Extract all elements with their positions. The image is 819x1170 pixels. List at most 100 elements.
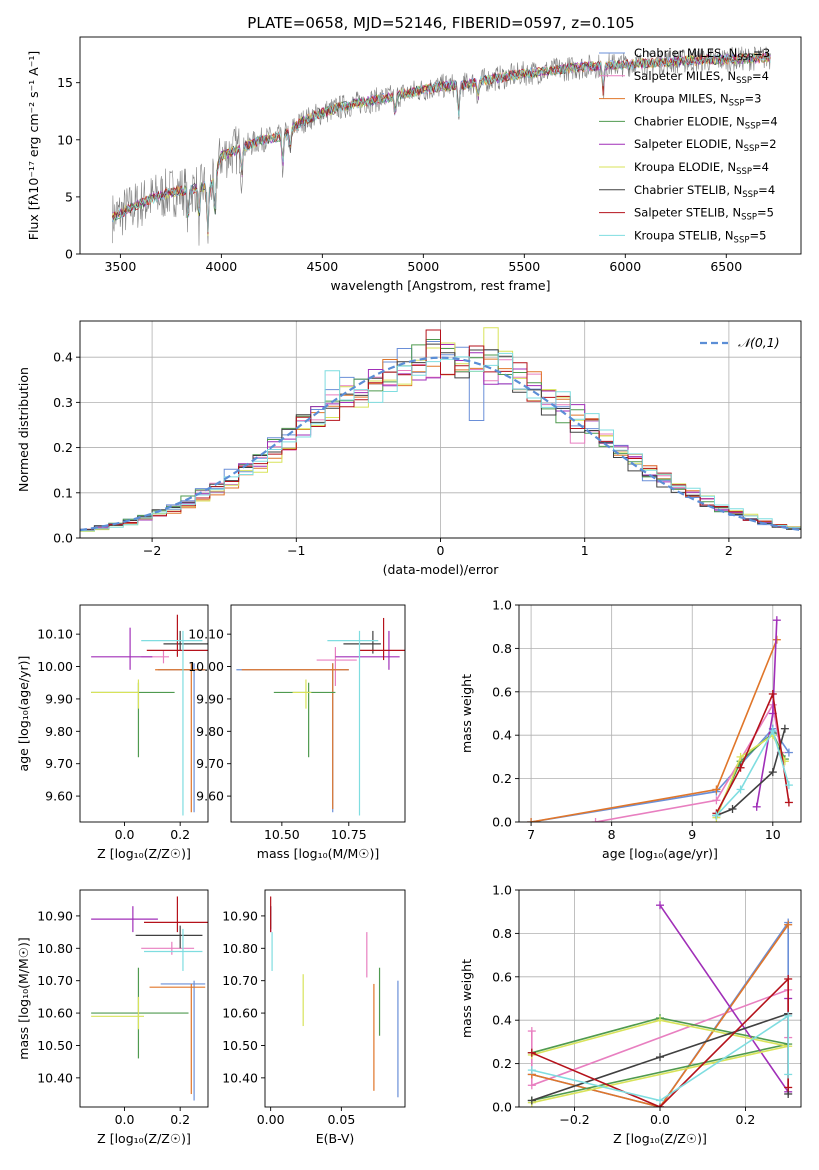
legend-nssp-value: 4 — [768, 183, 775, 197]
y-tick-label: 9.80 — [45, 724, 73, 739]
x-tick-label: 6000 — [609, 259, 641, 274]
legend-nssp-subscript: SSP — [742, 190, 758, 200]
x-tick-label: 10 — [765, 827, 781, 842]
errorbar-point-3 — [273, 682, 336, 758]
plot-area — [527, 616, 793, 822]
x-tick-label: 0.2 — [170, 1112, 190, 1127]
legend-nssp-subscript: SSP — [744, 144, 760, 154]
axes-border — [79, 889, 209, 1108]
legend-nssp-eq: = — [753, 46, 763, 60]
x-tick-label: 4500 — [306, 259, 338, 274]
errorbar-point-0 — [160, 980, 206, 1101]
figure-title: PLATE=0658, MJD=52146, FIBERID=0597, z=0… — [247, 14, 634, 32]
y-tick-label: 0.0 — [492, 815, 512, 830]
axes-border — [79, 604, 209, 823]
legend-nssp-prefix: , N — [725, 206, 741, 220]
mass-weight-line-8 — [531, 1014, 789, 1102]
errorbar-point-8 — [141, 630, 203, 816]
y-tick-label: 10.60 — [37, 1006, 73, 1021]
mass-weight-line-2 — [530, 639, 778, 822]
mass-weight-marker — [712, 811, 721, 820]
axes-frame: 3500 4000 4500 5000 5500 6000 6500 0 5 10 15 wavele… — [26, 36, 802, 293]
legend-entry-1: Salpeter MILES, NSSP=4 — [634, 69, 769, 86]
y-tick-label: 0 — [65, 247, 73, 262]
legend-nssp-prefix: , N — [729, 114, 745, 128]
y-tick-label: 10.50 — [222, 1038, 258, 1053]
axes-border — [230, 604, 406, 823]
legend-nssp-value: 5 — [759, 228, 766, 242]
legend-nssp-subscript: SSP — [736, 76, 752, 86]
mass-weight-line-5 — [531, 1019, 789, 1104]
x-tick-label: 5500 — [508, 259, 540, 274]
legend-nssp-value: 3 — [754, 92, 761, 106]
y-tick-label: 0.4 — [492, 1013, 512, 1028]
mass-weight-line-1 — [595, 702, 782, 822]
errorbar-point-5 — [292, 679, 312, 709]
axes-border — [264, 889, 406, 1108]
y-tick-label: 9.60 — [196, 789, 224, 804]
mass-weight-line-7 — [715, 691, 790, 814]
errorbar-point-4 — [91, 627, 153, 670]
axes-border — [79, 36, 802, 255]
y-tick-label: 0.1 — [53, 485, 73, 500]
y-tick-label: 9.70 — [45, 756, 73, 771]
mass-weight-marker — [784, 974, 793, 983]
legend-model-name: Chabrier MILES — [634, 46, 721, 60]
legend-nssp-prefix: , N — [728, 137, 744, 151]
axes-border — [518, 604, 802, 823]
plot-area — [80, 327, 801, 532]
errorbar-point-6 — [135, 925, 203, 949]
y-tick-label: 1.0 — [492, 598, 512, 613]
y-tick-label: 10.70 — [37, 973, 73, 988]
mass-weight-marker — [784, 920, 793, 929]
y-tick-label: 0.8 — [492, 641, 512, 656]
mass-weight-marker — [784, 1011, 793, 1020]
x-tick-label: 0.00 — [257, 1112, 285, 1127]
panel-mass_weight_vs_Z: −0.2 0.0 0.2 0.0 0.2 0.4 0.6 0.8 1.0 Z [log₁₀(Z/Z… — [459, 883, 802, 1146]
legend-nssp-value: 2 — [769, 137, 776, 151]
legend-model-name: Salpeter MILES — [634, 69, 720, 83]
legend-entry-2: Kroupa MILES, NSSP=3 — [634, 92, 761, 109]
y-tick-label: 10 — [57, 132, 73, 147]
errorbar-point-7 — [146, 614, 208, 657]
errorbar-point-7 — [144, 896, 208, 933]
legend-model-name: Chabrier STELIB — [634, 183, 726, 197]
mass-weight-line-8 — [715, 728, 790, 817]
legend-entry-6: Chabrier STELIB, NSSP=4 — [634, 183, 775, 200]
x-tick-label: 0 — [437, 543, 445, 558]
legend-entry-4: Salpeter ELODIE, NSSP=2 — [634, 137, 777, 154]
y-tick-label: 0.2 — [492, 1056, 512, 1071]
y-tick-label: 1.0 — [492, 883, 512, 898]
x-tick-label: −1 — [287, 543, 305, 558]
legend-nssp-value: 4 — [762, 69, 769, 83]
errorbar-point-8 — [327, 630, 379, 816]
spectrum-model-line-8 — [111, 53, 771, 233]
y-axis-label: Normed distribution — [16, 367, 31, 492]
panel-residuals: −2 −1 0 1 2 0.0 0.1 0.2 0.3 0.4 (data-model)/error… — [16, 320, 802, 577]
histogram-step-8 — [80, 352, 801, 532]
y-tick-label: 9.90 — [45, 691, 73, 706]
y-tick-label: 10.50 — [37, 1038, 73, 1053]
y-tick-label: 10.40 — [37, 1070, 73, 1085]
panel-mass_weight_vs_age: 7 8 9 10 0.0 0.2 0.4 0.6 0.8 1.0 age [log₁₀(age/yr… — [459, 598, 802, 861]
axes-frame: 0.00 0.05 10.40 10.50 10.60 10.70 10.80 10.90 E(… — [222, 889, 406, 1146]
y-tick-label: 0.3 — [53, 395, 73, 410]
mass-weight-line-3 — [531, 1017, 789, 1102]
y-tick-label: 0.0 — [53, 531, 73, 546]
errorbar-point-5 — [91, 679, 140, 709]
mass-weight-marker — [527, 1066, 536, 1075]
plot-area — [527, 901, 793, 1107]
errorbar-point-0 — [236, 663, 349, 813]
y-axis-label: Flux [fλ10⁻¹⁷ erg cm⁻² s⁻¹ A⁻¹] — [26, 51, 41, 240]
x-axis-label: Z [log₁₀(Z/Z☉)] — [97, 846, 191, 861]
x-tick-label: 0.2 — [170, 827, 190, 842]
y-tick-label: 15 — [57, 75, 73, 90]
y-tick-label: 10.10 — [37, 627, 73, 642]
legend-entry-3: Chabrier ELODIE, NSSP=4 — [634, 114, 778, 131]
mass-weight-marker — [752, 802, 761, 811]
mass-weight-marker — [712, 796, 721, 805]
x-tick-label: 0.0 — [650, 1112, 670, 1127]
mass-weight-marker — [784, 748, 793, 757]
